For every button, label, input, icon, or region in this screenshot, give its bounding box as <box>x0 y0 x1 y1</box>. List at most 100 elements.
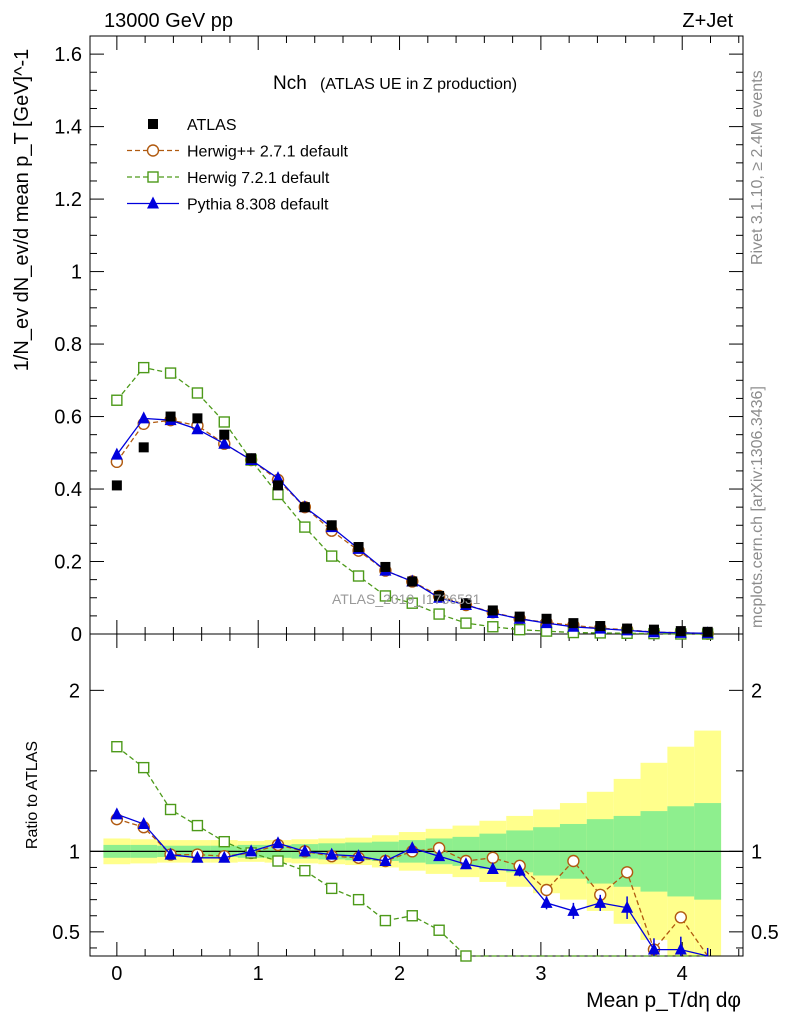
ratio-herwig-7-2-1-default-point <box>379 914 392 927</box>
rivet-version-label: Rivet 3.1.10, ≥ 2.4M events <box>749 70 766 265</box>
ratio-x-tick-label: 0 <box>111 963 122 985</box>
ratio-herwig-7-2-1-default-point <box>272 855 284 867</box>
ratio-pythia-8-308-default-point <box>191 850 204 863</box>
legend-marker-herwig-7-2-1-default <box>147 171 159 183</box>
main-herwig-7-2-1-default-point <box>325 550 338 562</box>
main-y-tick-label: 1.6 <box>54 44 82 66</box>
main-atlas-point <box>192 413 203 424</box>
ratio-herwig-7-2-1-default-point <box>460 950 472 962</box>
ratio-y-tick-label-right: 1 <box>751 841 762 863</box>
main-atlas-point <box>111 480 122 491</box>
main-y-tick-label: 1.4 <box>54 117 82 139</box>
header-process-label: 13000 GeV pp <box>104 10 233 32</box>
ratio-y-tick-label-left: 2 <box>69 680 80 702</box>
main-pythia-8-308-default-point <box>191 422 204 435</box>
main-plot-title: Nch <box>273 73 307 94</box>
ratio-herwig-2-7-1-default-point <box>486 851 500 864</box>
main-pythia-8-308-default-point <box>271 471 284 484</box>
legend-marker-atlas <box>148 119 158 129</box>
main-atlas-point <box>219 429 230 440</box>
main-atlas-point <box>541 613 552 624</box>
legend-label-herwig-2-7-1-default: Herwig++ 2.7.1 default <box>187 144 349 161</box>
main-plot-subtitle: (ATLAS UE in Z production) <box>320 76 517 93</box>
mcplots-reference-label: mcplots.cern.ch [arXiv:1306.3436] <box>749 386 766 628</box>
main-herwig-7-2-1-default-point <box>379 590 392 602</box>
ratio-plot-frame <box>89 633 744 957</box>
legend-label-pythia-8-308-default: Pythia 8.308 default <box>187 197 329 214</box>
main-y-tick-label: 1 <box>71 262 82 284</box>
main-herwig-7-2-1-default-point <box>352 570 365 582</box>
main-y-tick-label: 1.2 <box>54 189 82 211</box>
ratio-pythia-8-308-default-point <box>137 816 150 829</box>
ratio-herwig-7-2-1-default-point <box>406 910 418 922</box>
main-herwig-7-2-1-default-point <box>433 608 445 620</box>
legend-marker-pythia-8-308-default <box>147 196 159 209</box>
ratio-herwig-7-2-1-default-point <box>191 819 204 832</box>
ratio-pythia-8-308-default-point <box>594 895 607 908</box>
main-atlas-point <box>595 621 606 632</box>
ratio-herwig-2-7-1-default-point <box>674 911 688 924</box>
main-herwig-7-2-1-default-point <box>460 617 472 629</box>
ratio-x-tick-label: 2 <box>394 963 405 985</box>
ratio-y-tick-label-left: 0.5 <box>52 922 80 944</box>
main-y-axis-label: 1/N_ev dN_ev/d mean p_T [GeV]^-1 <box>11 49 33 372</box>
ratio-herwig-7-2-1-default-point <box>164 803 177 816</box>
data-series <box>110 361 714 962</box>
main-herwig-7-2-1-default-point <box>299 521 311 533</box>
ratio-y-tick-label-right: 2 <box>751 680 762 702</box>
legend: ATLAS Herwig++ 2.7.1 default Herwig 7.2.1 … <box>127 117 349 214</box>
ratio-herwig-7-2-1-default-point <box>299 864 311 877</box>
ratio-x-axis-label: Mean p_T/dη dφ <box>586 989 741 1012</box>
main-atlas-point <box>434 590 445 601</box>
main-atlas-point <box>165 411 176 422</box>
ratio-pythia-8-308-default-point <box>540 895 553 908</box>
main-atlas-point <box>648 624 659 635</box>
main-atlas-point <box>353 542 364 553</box>
ratio-x-tick-label: 3 <box>535 963 546 985</box>
ratio-herwig-7-2-1-default-point <box>433 924 445 936</box>
legend-label-atlas: ATLAS <box>187 117 237 134</box>
ratio-pythia-8-308-default-point <box>647 942 660 955</box>
ratio-pythia-8-308-default-point <box>486 862 499 875</box>
ratio-herwig-7-2-1-default-point <box>352 893 365 906</box>
main-y-tick-label: 0.6 <box>54 407 82 429</box>
main-y-tick-label: 0.8 <box>54 334 82 356</box>
ratio-herwig-2-7-1-default-point <box>540 883 553 897</box>
ratio-pythia-8-308-default-point <box>164 847 177 860</box>
header-channel-label: Z+Jet <box>682 10 733 32</box>
ratio-herwig-2-7-1-default-point <box>620 866 634 879</box>
ratio-herwig-7-2-1-default-point <box>325 882 338 895</box>
ratio-pythia-8-308-default-point <box>110 807 123 820</box>
main-herwig-7-2-1-default-point <box>272 488 284 501</box>
main-herwig-7-2-1-default-point <box>111 394 123 406</box>
main-atlas-point <box>246 453 257 464</box>
ratio-herwig-7-2-1-default-point <box>111 741 123 753</box>
ratio-pythia-8-308-default-point <box>352 849 365 862</box>
ratio-pythia-8-308-default-point <box>245 844 258 857</box>
ratio-herwig-7-2-1-default-point <box>218 835 230 848</box>
ratio-pythia-8-308-default-point <box>298 844 311 857</box>
main-herwig-7-2-1-default-point <box>218 416 230 428</box>
ratio-x-tick-label: 4 <box>677 963 688 985</box>
ratio-pythia-8-308-default-point <box>218 850 231 863</box>
main-atlas-point <box>407 576 418 587</box>
main-atlas-point <box>568 618 579 629</box>
main-atlas-point <box>299 502 310 513</box>
ratio-y-tick-label-right: 0.5 <box>751 922 779 944</box>
ratio-pythia-8-308-default-point <box>325 847 338 860</box>
ratio-pythia-8-308-default-point <box>674 942 687 955</box>
main-y-tick-label: 0.4 <box>54 479 82 501</box>
ratio-pythia-8-308-default-point <box>459 857 472 870</box>
ratio-pythia-8-308-default-point <box>271 836 284 849</box>
legend-label-herwig-7-2-1-default: Herwig 7.2.1 default <box>187 170 330 187</box>
legend-marker-herwig-2-7-1-default <box>146 144 160 157</box>
labels: 13000 GeV pp Z+Jet Nch (ATLAS UE in Z pr… <box>11 10 779 1012</box>
ratio-pythia-8-308-default-point <box>621 900 634 913</box>
main-atlas-point <box>138 442 149 453</box>
main-atlas-point <box>272 480 283 491</box>
main-pythia-8-308-default-point <box>110 447 123 460</box>
ratio-herwig-2-7-1-default-point <box>567 854 580 868</box>
main-pythia-8-308-default-point <box>218 436 231 449</box>
main-atlas-point <box>675 626 686 637</box>
